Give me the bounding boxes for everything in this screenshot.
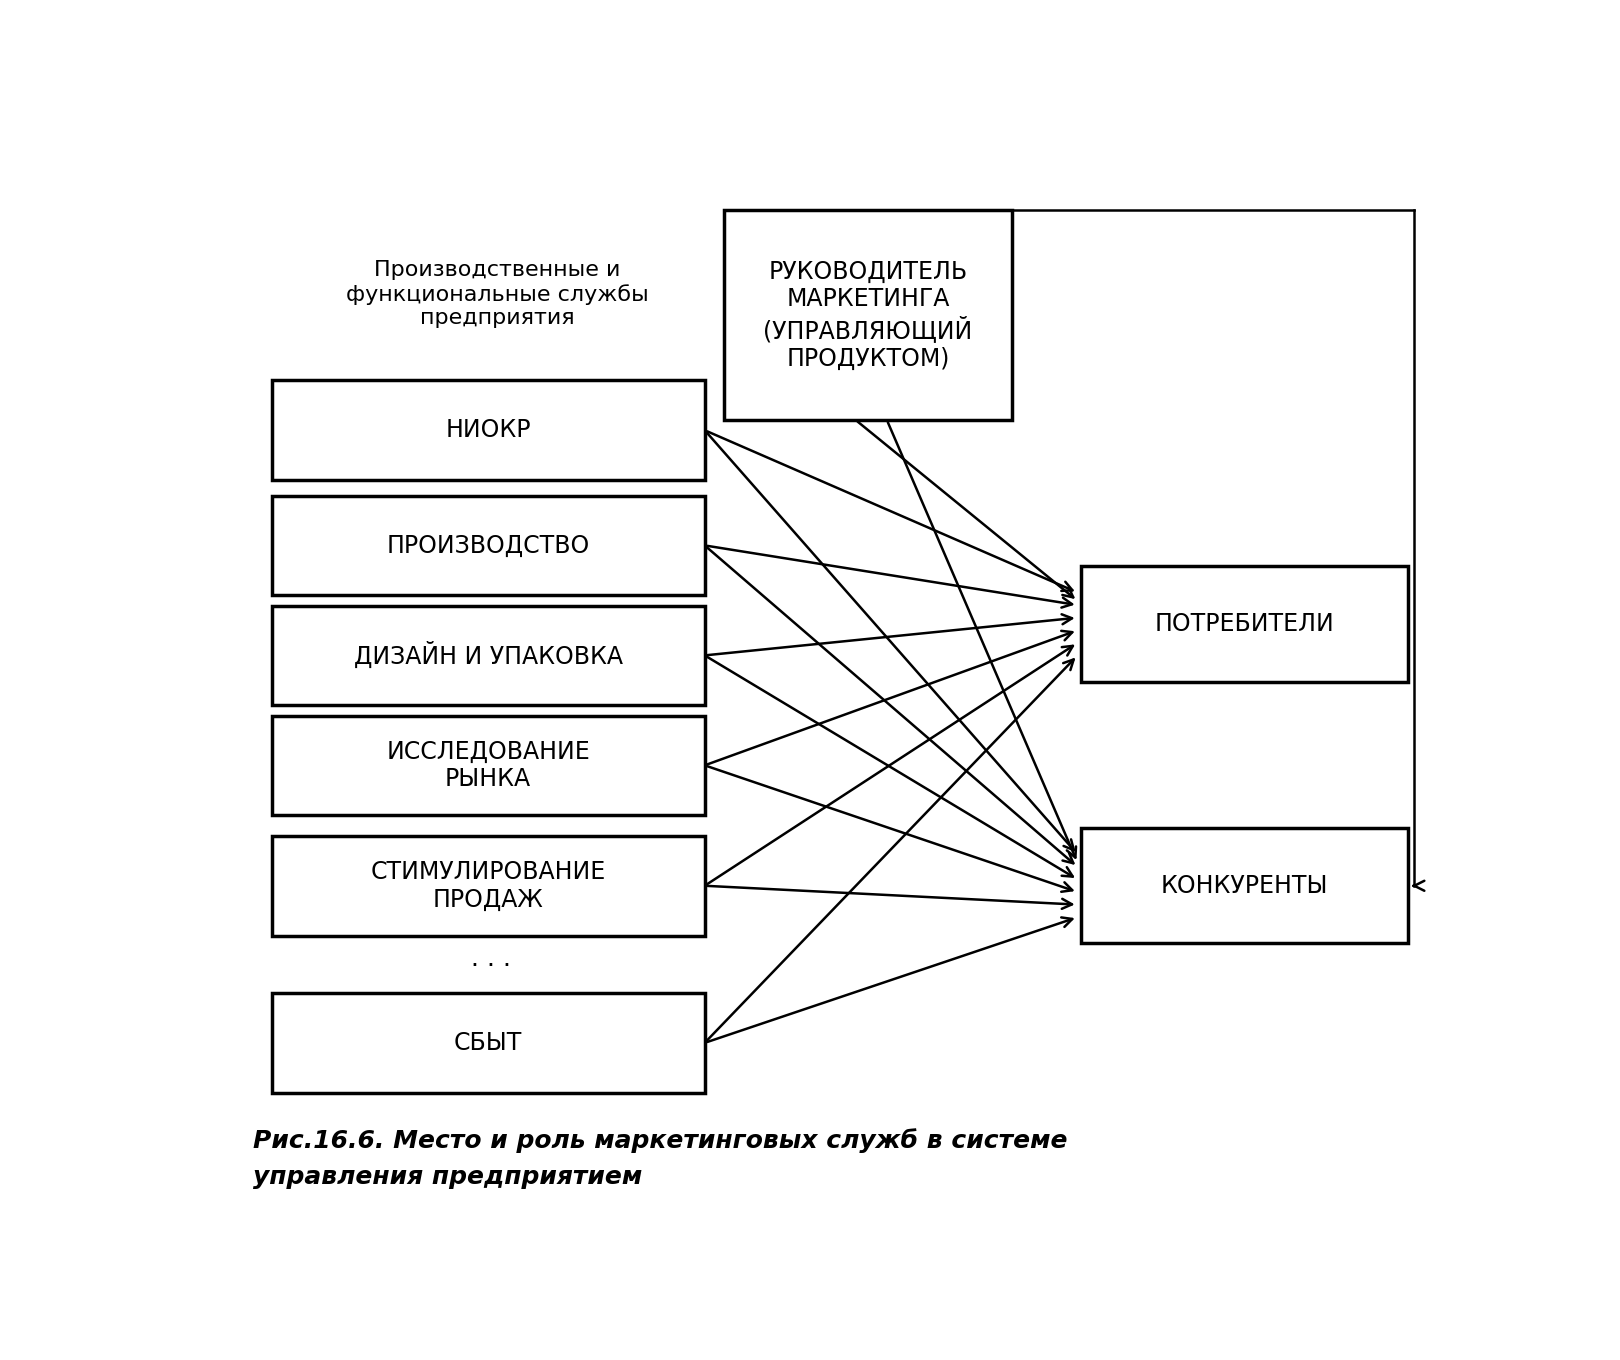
Text: ПОТРЕБИТЕЛИ: ПОТРЕБИТЕЛИ (1155, 612, 1335, 636)
FancyBboxPatch shape (272, 381, 705, 480)
Text: СБЫТ: СБЫТ (454, 1031, 522, 1055)
FancyBboxPatch shape (724, 211, 1012, 420)
FancyBboxPatch shape (272, 715, 705, 815)
FancyBboxPatch shape (272, 495, 705, 596)
FancyBboxPatch shape (272, 836, 705, 936)
FancyBboxPatch shape (1082, 828, 1408, 944)
Text: НИОКР: НИОКР (446, 419, 531, 442)
Text: ПРОИЗВОДСТВО: ПРОИЗВОДСТВО (387, 533, 590, 558)
Text: СТИМУЛИРОВАНИЕ
ПРОДАЖ: СТИМУЛИРОВАНИЕ ПРОДАЖ (371, 860, 606, 911)
FancyBboxPatch shape (272, 605, 705, 704)
Text: ИССЛЕДОВАНИЕ
РЫНКА: ИССЛЕДОВАНИЕ РЫНКА (386, 740, 590, 792)
FancyBboxPatch shape (1082, 566, 1408, 681)
Text: . . .: . . . (471, 947, 512, 971)
Text: управления предприятием: управления предприятием (253, 1166, 642, 1190)
FancyBboxPatch shape (272, 993, 705, 1092)
Text: Производственные и
функциональные службы
предприятия: Производственные и функциональные службы… (347, 260, 650, 328)
Text: ДИЗАЙН И УПАКОВКА: ДИЗАЙН И УПАКОВКА (353, 642, 622, 669)
Text: КОНКУРЕНТЫ: КОНКУРЕНТЫ (1162, 873, 1328, 898)
Text: Рис.16.6. Место и роль маркетинговых служб в системе: Рис.16.6. Место и роль маркетинговых слу… (253, 1127, 1068, 1153)
Text: РУКОВОДИТЕЛЬ
МАРКЕТИНГА
(УПРАВЛЯЮЩИЙ
ПРОДУКТОМ): РУКОВОДИТЕЛЬ МАРКЕТИНГА (УПРАВЛЯЮЩИЙ ПРО… (763, 260, 972, 370)
